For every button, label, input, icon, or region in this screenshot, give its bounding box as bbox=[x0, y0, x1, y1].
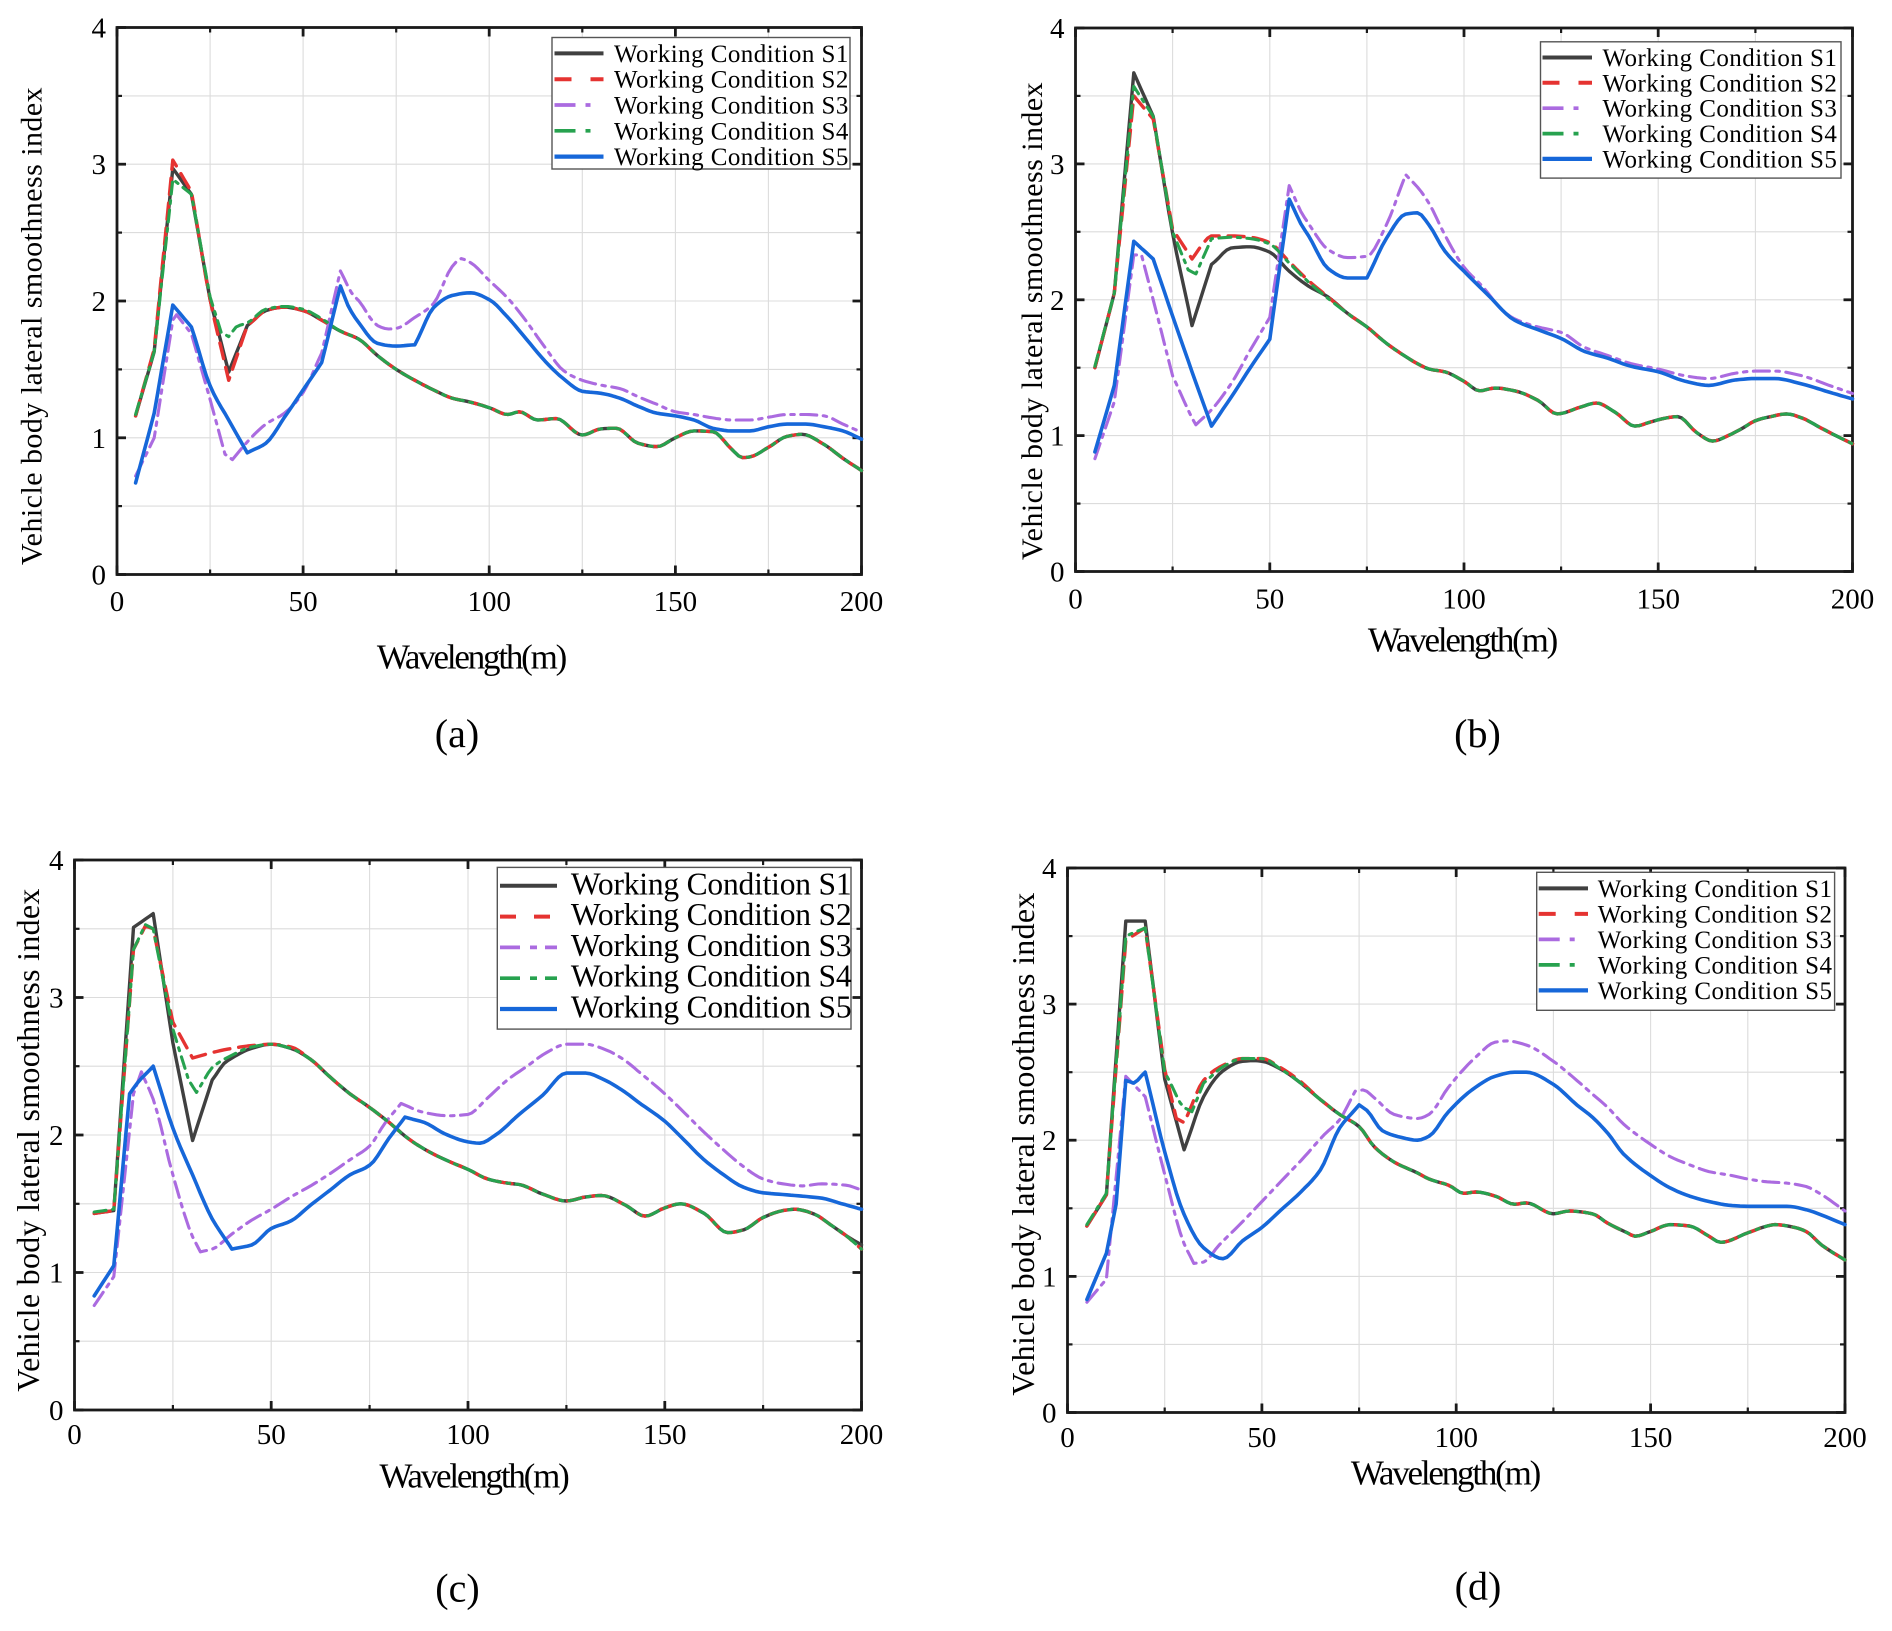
svg-text:Vehicle body lateral smoothnes: Vehicle body lateral smoothness index bbox=[1005, 892, 1041, 1395]
svg-text:1: 1 bbox=[1042, 1261, 1057, 1293]
svg-text:2: 2 bbox=[92, 286, 107, 318]
svg-text:Vehicle body lateral smoothnes: Vehicle body lateral smoothness index bbox=[1016, 82, 1049, 560]
svg-text:Working Condition S1: Working Condition S1 bbox=[1603, 45, 1838, 72]
svg-text:Working Condition S4: Working Condition S4 bbox=[571, 959, 852, 994]
svg-text:1: 1 bbox=[1050, 421, 1065, 453]
svg-text:Vehicle body lateral smoothnes: Vehicle body lateral smoothness index bbox=[10, 888, 46, 1391]
svg-text:Working Condition S3: Working Condition S3 bbox=[614, 93, 849, 120]
svg-text:0: 0 bbox=[67, 1419, 82, 1451]
svg-text:100: 100 bbox=[467, 586, 511, 618]
svg-text:Working Condition S1: Working Condition S1 bbox=[571, 866, 852, 901]
svg-text:Working Condition S3: Working Condition S3 bbox=[1603, 96, 1838, 123]
svg-text:Working Condition S5: Working Condition S5 bbox=[1603, 146, 1838, 173]
svg-text:200: 200 bbox=[1823, 1422, 1867, 1454]
svg-text:0: 0 bbox=[49, 1395, 64, 1427]
svg-text:150: 150 bbox=[1629, 1422, 1673, 1454]
svg-text:150: 150 bbox=[654, 586, 698, 618]
svg-text:0: 0 bbox=[1050, 557, 1065, 589]
svg-text:Working Condition S5: Working Condition S5 bbox=[1598, 978, 1833, 1005]
svg-text:0: 0 bbox=[1068, 584, 1083, 616]
svg-text:0: 0 bbox=[110, 586, 125, 618]
svg-text:Working Condition S4: Working Condition S4 bbox=[614, 118, 849, 145]
svg-text:Working Condition S2: Working Condition S2 bbox=[571, 897, 852, 932]
svg-text:50: 50 bbox=[1247, 1422, 1276, 1454]
svg-text:Wavelength(m): Wavelength(m) bbox=[1368, 621, 1558, 660]
svg-text:0: 0 bbox=[92, 560, 107, 592]
svg-text:3: 3 bbox=[92, 149, 107, 181]
svg-text:100: 100 bbox=[1442, 584, 1486, 616]
svg-text:Wavelength(m): Wavelength(m) bbox=[377, 638, 567, 677]
svg-text:3: 3 bbox=[1050, 149, 1065, 181]
svg-text:Working Condition S5: Working Condition S5 bbox=[571, 990, 852, 1025]
svg-text:150: 150 bbox=[1636, 584, 1680, 616]
svg-text:200: 200 bbox=[1831, 584, 1875, 616]
svg-text:Working Condition S1: Working Condition S1 bbox=[1598, 876, 1833, 903]
svg-text:Working Condition S5: Working Condition S5 bbox=[614, 144, 849, 171]
svg-text:0: 0 bbox=[1060, 1422, 1075, 1454]
svg-text:1: 1 bbox=[49, 1258, 64, 1290]
svg-text:3: 3 bbox=[49, 983, 64, 1015]
svg-text:Vehicle body lateral smoothnes: Vehicle body lateral smoothness index bbox=[16, 87, 49, 565]
svg-text:Working Condition S2: Working Condition S2 bbox=[1598, 901, 1833, 928]
svg-text:Wavelength(m): Wavelength(m) bbox=[1351, 1454, 1541, 1493]
svg-text:(d): (d) bbox=[1455, 1564, 1502, 1609]
svg-text:1: 1 bbox=[92, 423, 107, 455]
svg-text:4: 4 bbox=[92, 13, 107, 45]
svg-text:100: 100 bbox=[1434, 1422, 1478, 1454]
svg-text:(a): (a) bbox=[435, 711, 479, 756]
svg-text:Wavelength(m): Wavelength(m) bbox=[379, 1457, 569, 1496]
svg-text:Working Condition S1: Working Condition S1 bbox=[614, 41, 849, 68]
svg-text:Working Condition S4: Working Condition S4 bbox=[1598, 952, 1833, 979]
svg-text:2: 2 bbox=[49, 1120, 64, 1152]
svg-text:3: 3 bbox=[1042, 989, 1057, 1021]
svg-text:50: 50 bbox=[1255, 584, 1284, 616]
svg-text:2: 2 bbox=[1042, 1125, 1057, 1157]
svg-text:Working Condition S4: Working Condition S4 bbox=[1603, 121, 1838, 148]
svg-text:200: 200 bbox=[840, 586, 884, 618]
svg-text:100: 100 bbox=[446, 1419, 490, 1451]
svg-text:Working Condition S3: Working Condition S3 bbox=[1598, 927, 1833, 954]
svg-text:0: 0 bbox=[1042, 1398, 1057, 1430]
svg-text:50: 50 bbox=[289, 586, 318, 618]
svg-text:200: 200 bbox=[840, 1419, 884, 1451]
svg-text:50: 50 bbox=[257, 1419, 286, 1451]
svg-text:4: 4 bbox=[49, 845, 64, 877]
svg-text:(b): (b) bbox=[1454, 711, 1501, 756]
svg-text:Working Condition S2: Working Condition S2 bbox=[614, 67, 849, 94]
svg-text:150: 150 bbox=[643, 1419, 687, 1451]
svg-text:Working Condition S3: Working Condition S3 bbox=[571, 928, 852, 963]
svg-text:Working Condition S2: Working Condition S2 bbox=[1603, 70, 1838, 97]
svg-text:2: 2 bbox=[1050, 285, 1065, 317]
svg-text:(c): (c) bbox=[435, 1566, 479, 1611]
svg-text:4: 4 bbox=[1050, 13, 1065, 45]
svg-text:4: 4 bbox=[1042, 853, 1057, 885]
